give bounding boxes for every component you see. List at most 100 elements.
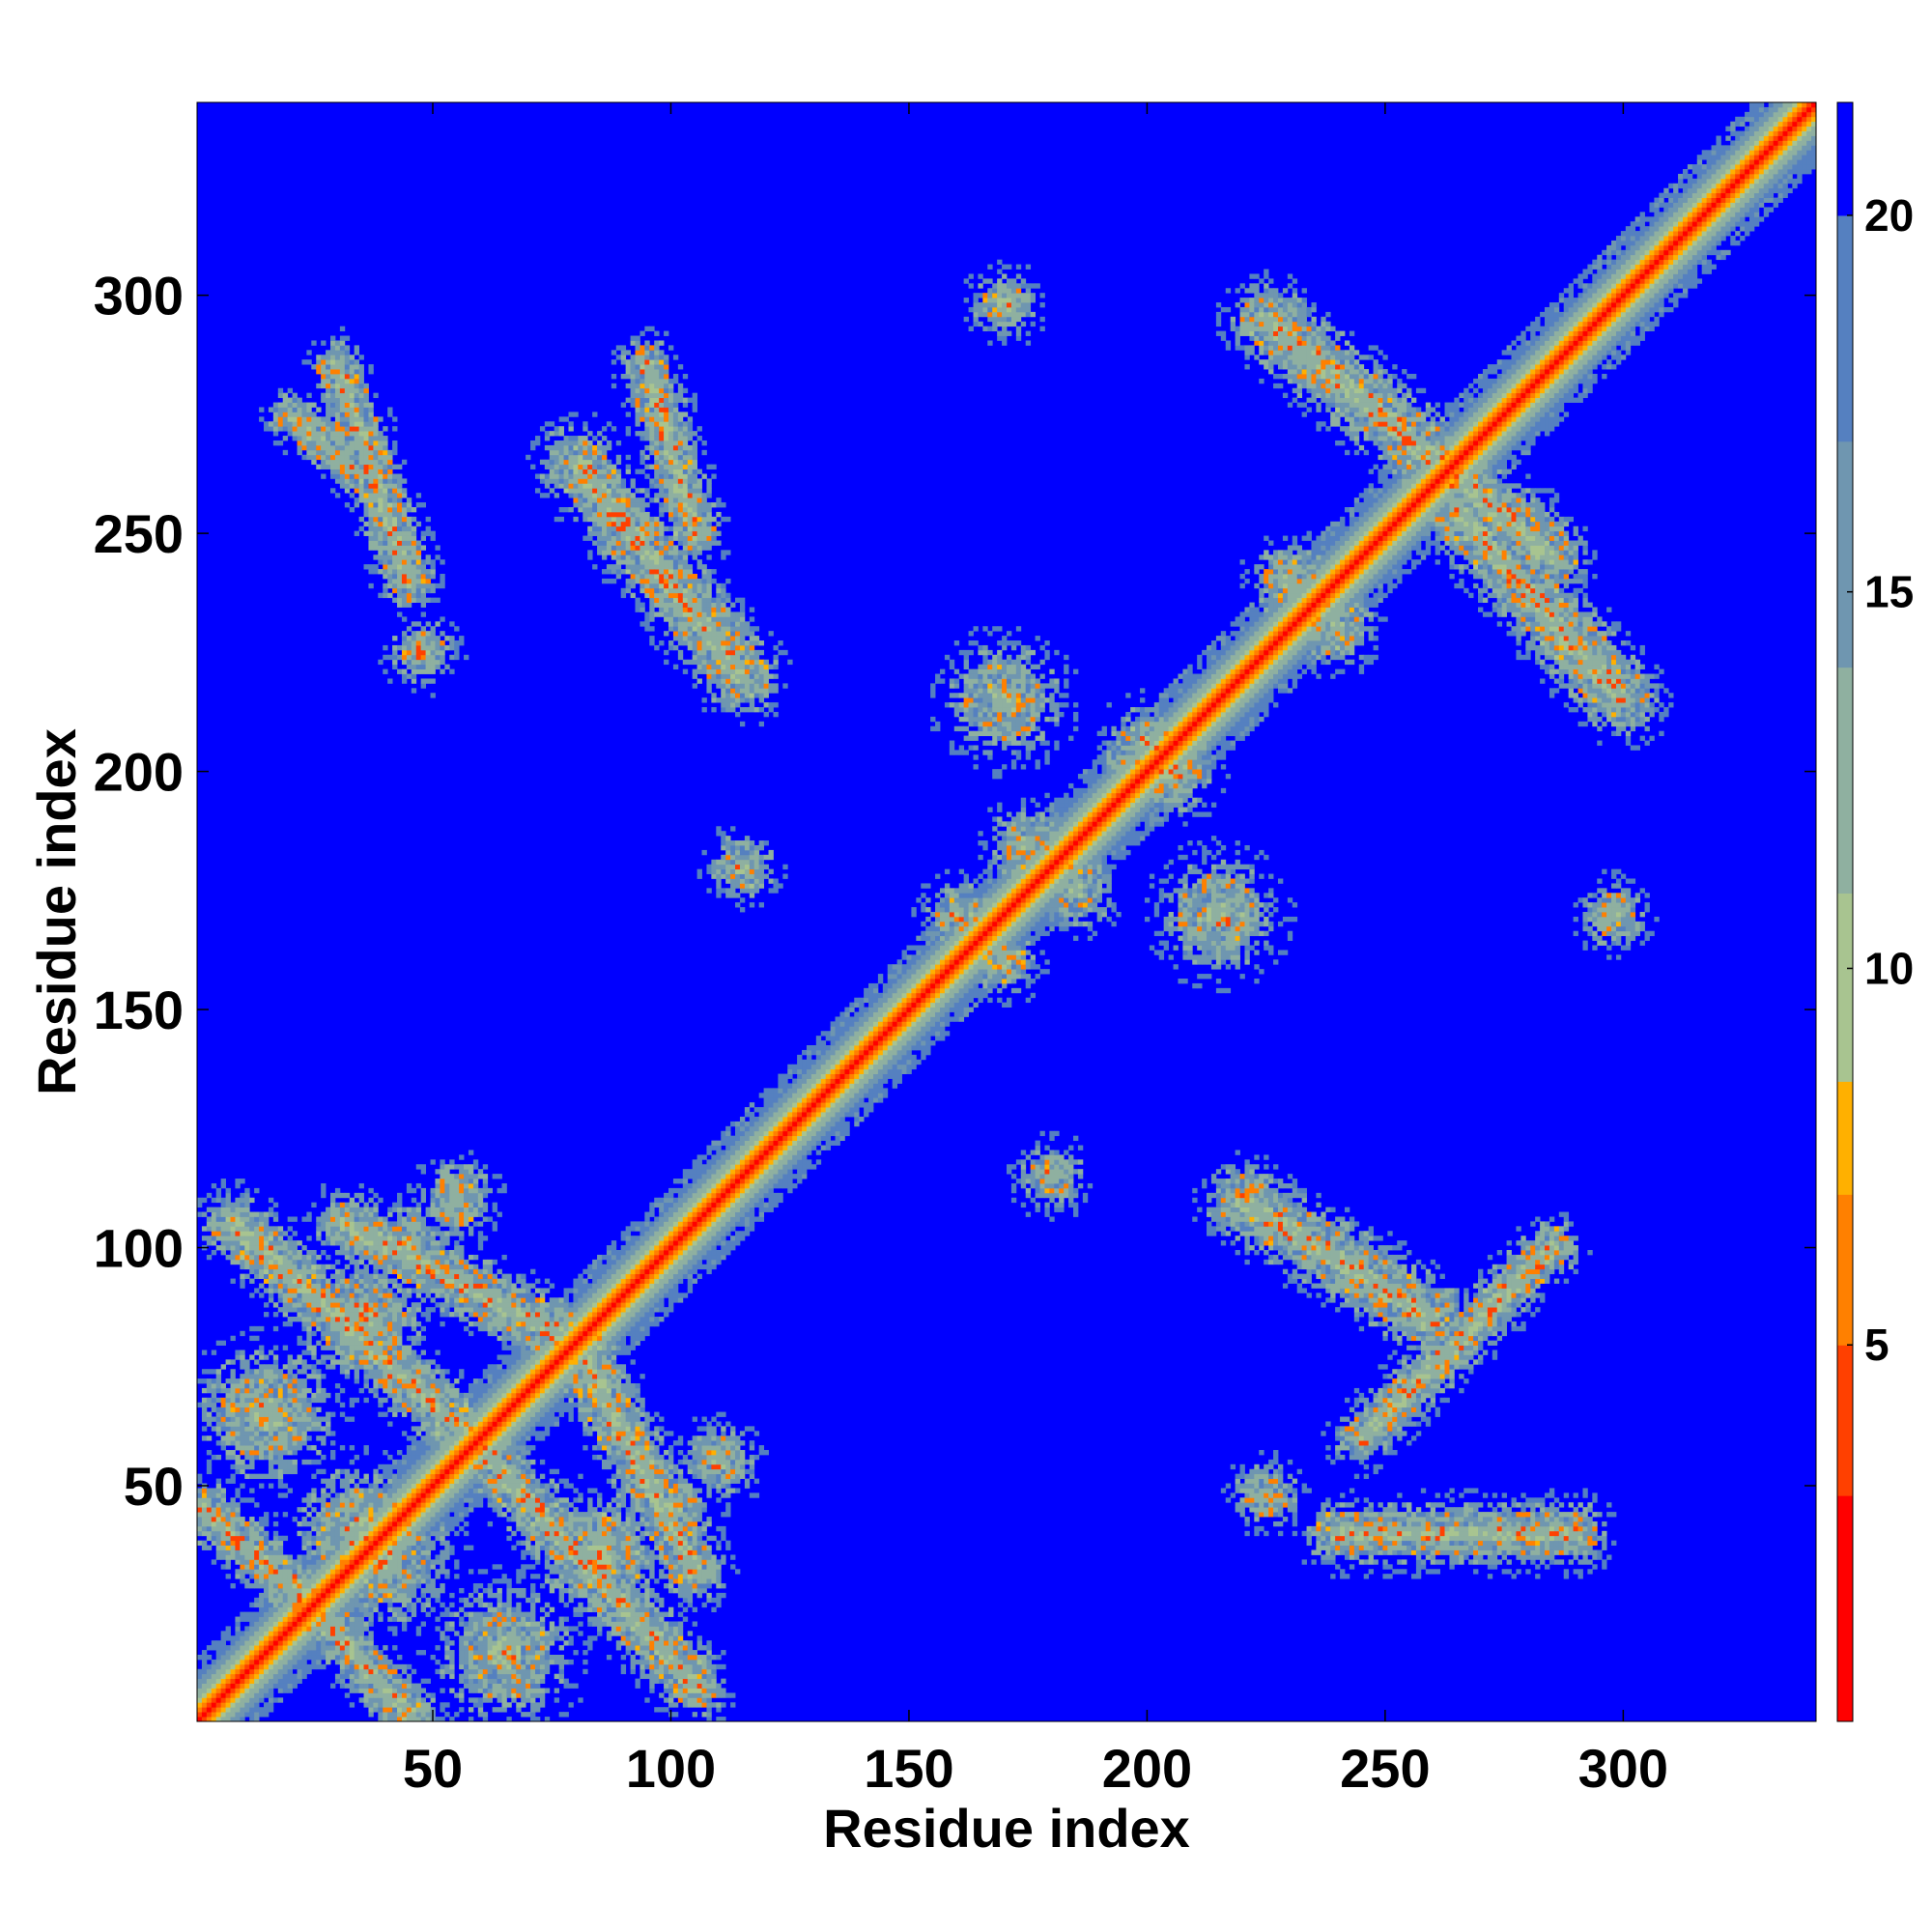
heatmap-cell xyxy=(350,421,355,426)
heatmap-cell xyxy=(321,1269,326,1274)
heatmap-cell xyxy=(368,1669,373,1674)
heatmap-cell xyxy=(426,1388,431,1393)
heatmap-cell xyxy=(278,1541,283,1546)
heatmap-cell xyxy=(440,1492,444,1497)
heatmap-cell xyxy=(306,1569,311,1574)
heatmap-cell xyxy=(273,1541,278,1546)
heatmap-cell xyxy=(340,1492,345,1497)
heatmap-cell xyxy=(254,1221,259,1226)
heatmap-cell xyxy=(364,1526,369,1531)
heatmap-cell xyxy=(368,1341,373,1346)
heatmap-cell xyxy=(306,1216,311,1221)
heatmap-cell xyxy=(402,655,407,660)
heatmap-cell xyxy=(435,1536,440,1541)
heatmap-cell xyxy=(216,1702,221,1707)
heatmap-cell xyxy=(364,1240,369,1245)
heatmap-cell xyxy=(412,1536,416,1541)
heatmap-cell xyxy=(216,1488,221,1492)
heatmap-cell xyxy=(412,1603,416,1607)
heatmap-cell xyxy=(283,421,288,426)
heatmap-cell xyxy=(397,1679,402,1684)
heatmap-cell xyxy=(293,1460,298,1464)
heatmap-cell xyxy=(440,1541,444,1546)
heatmap-cell xyxy=(269,1364,273,1369)
heatmap-cell xyxy=(350,1208,355,1212)
heatmap-cell xyxy=(402,541,407,546)
heatmap-cell xyxy=(273,1326,278,1331)
heatmap-cell xyxy=(355,1517,359,1521)
heatmap-cell xyxy=(316,1297,321,1302)
heatmap-cell xyxy=(249,1684,254,1689)
heatmap-cell xyxy=(378,1650,383,1655)
heatmap-cell xyxy=(269,1578,273,1583)
heatmap-cell xyxy=(249,1412,254,1417)
heatmap-cell xyxy=(383,1559,387,1564)
heatmap-cell xyxy=(335,1502,340,1507)
heatmap-cell xyxy=(383,1674,387,1679)
heatmap-cell xyxy=(293,1655,298,1660)
heatmap-cell xyxy=(421,1250,426,1255)
heatmap-cell xyxy=(216,1541,221,1546)
heatmap-cell xyxy=(407,1578,412,1583)
heatmap-cell xyxy=(259,1445,264,1450)
heatmap-cell xyxy=(340,327,345,331)
heatmap-cell xyxy=(197,1679,202,1684)
heatmap-cell xyxy=(440,1412,444,1417)
heatmap-cell xyxy=(259,1546,264,1550)
heatmap-cell xyxy=(316,416,321,421)
heatmap-cell xyxy=(440,1435,444,1440)
heatmap-cell xyxy=(373,1526,378,1531)
heatmap-cell xyxy=(216,1198,221,1203)
heatmap-cell xyxy=(345,1492,350,1497)
heatmap-cell xyxy=(249,1198,254,1203)
heatmap-cell xyxy=(350,1635,355,1640)
heatmap-cell xyxy=(350,1517,355,1521)
heatmap-cell xyxy=(212,1664,216,1669)
heatmap-cell xyxy=(426,1564,431,1569)
heatmap-cell xyxy=(231,1208,236,1212)
heatmap-cell xyxy=(240,1388,244,1393)
heatmap-cell xyxy=(378,1297,383,1302)
heatmap-cell xyxy=(197,1479,202,1484)
heatmap-cell xyxy=(306,1346,311,1350)
heatmap-cell xyxy=(235,1550,240,1555)
heatmap-cell xyxy=(212,1645,216,1650)
heatmap-cell xyxy=(283,1664,288,1669)
heatmap-cell xyxy=(392,1283,397,1288)
heatmap-cell xyxy=(435,665,440,669)
heatmap-cell xyxy=(240,1688,244,1692)
heatmap-cell xyxy=(212,1688,216,1692)
heatmap-cell xyxy=(273,1531,278,1536)
heatmap-cell xyxy=(244,1431,249,1435)
heatmap-cell xyxy=(397,1488,402,1492)
heatmap-cell xyxy=(407,1274,412,1279)
heatmap-cell xyxy=(368,541,373,546)
heatmap-cell xyxy=(435,1440,440,1445)
heatmap-cell xyxy=(335,403,340,408)
heatmap-cell xyxy=(402,512,407,517)
heatmap-cell xyxy=(368,407,373,412)
heatmap-cell xyxy=(254,1635,259,1640)
heatmap-cell xyxy=(421,569,426,574)
heatmap-cell xyxy=(373,1288,378,1293)
heatmap-cell xyxy=(330,369,335,374)
heatmap-cell xyxy=(412,1321,416,1326)
heatmap-cell xyxy=(249,1279,254,1284)
heatmap-cell xyxy=(254,1393,259,1398)
heatmap-cell xyxy=(216,1531,221,1536)
heatmap-cell xyxy=(301,1460,306,1464)
heatmap-cell xyxy=(269,1240,273,1245)
heatmap-cell xyxy=(392,1279,397,1284)
heatmap-cell xyxy=(407,645,412,650)
heatmap-cell xyxy=(321,440,326,445)
heatmap-cell xyxy=(197,1512,202,1517)
heatmap-cell xyxy=(412,1517,416,1521)
heatmap-cell xyxy=(249,1326,254,1331)
heatmap-cell xyxy=(416,1631,421,1635)
heatmap-cell xyxy=(368,517,373,522)
heatmap-cell xyxy=(288,1302,293,1307)
heatmap-cell xyxy=(440,1707,444,1712)
heatmap-cell xyxy=(421,1607,426,1612)
heatmap-cell xyxy=(421,583,426,588)
heatmap-cell xyxy=(235,1435,240,1440)
